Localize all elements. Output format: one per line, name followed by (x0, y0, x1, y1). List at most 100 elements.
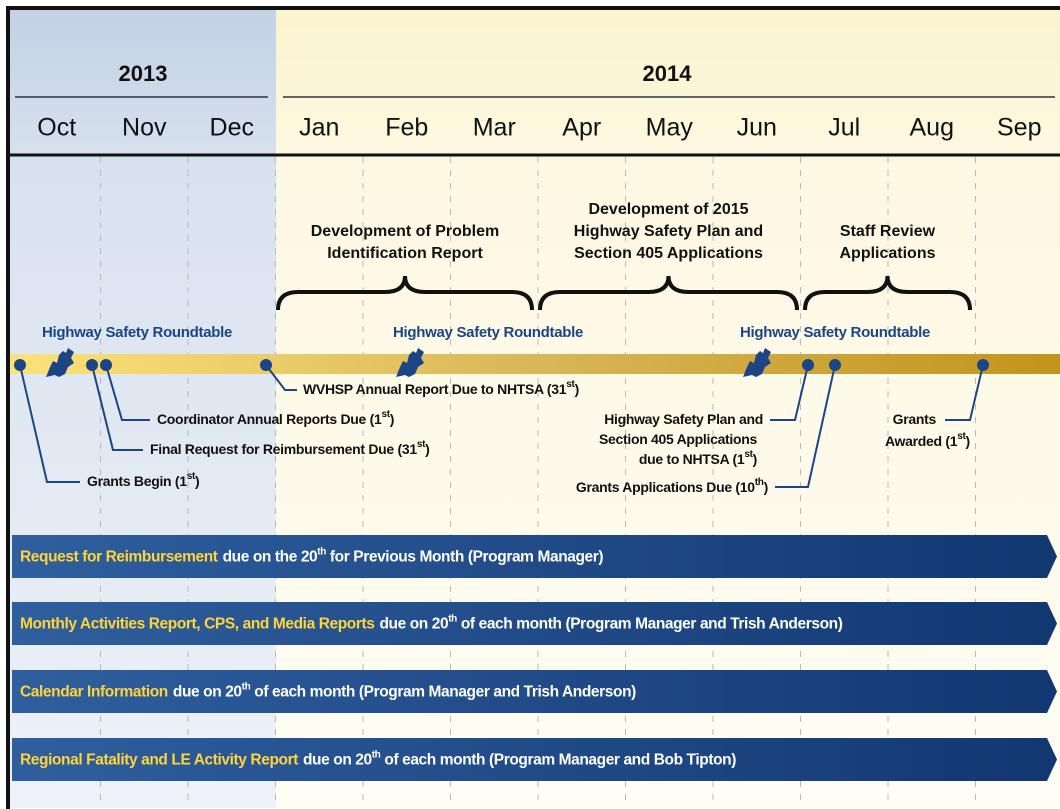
event-label: Final Request for Reimbursement Due (31s… (150, 439, 429, 457)
event-sup: st (417, 439, 426, 450)
task-bar (12, 535, 1057, 578)
content: 2013 2014 Oct Nov Dec Jan Feb Mar Apr May Jun Jul Au… (12, 61, 1057, 781)
leader-line (775, 364, 836, 488)
event-label: Grants Begin (1st) (87, 471, 199, 489)
year-label: 2013 (119, 61, 168, 86)
event-sup: th (755, 477, 764, 488)
event-text: Grants Applications Due (10 (576, 479, 755, 495)
task-text: Request for Reimbursement due on the 20th… (20, 546, 603, 565)
event-text: Grants Begin (1 (87, 473, 187, 489)
event-label: Grants (893, 411, 937, 427)
event-text: Highway Safety Plan and (604, 411, 763, 427)
frame (6, 6, 1060, 809)
task-bar (12, 670, 1057, 713)
leader-line (265, 364, 297, 391)
task-bar (12, 738, 1057, 781)
leader-line (770, 364, 809, 421)
event-text: Grants (893, 411, 937, 427)
month-label: May (646, 114, 694, 142)
event-label: Coordinator Annual Reports Due (1st) (157, 409, 394, 427)
event-text: Coordinator Annual Reports Due (1 (157, 411, 382, 427)
event-text: WVHSP Annual Report Due to NHTSA (31 (303, 381, 567, 397)
task-text: Calendar Information due on 20th of each m… (20, 681, 636, 700)
task-sup: th (317, 546, 326, 557)
task-text: due on 20 (303, 752, 372, 769)
month-label: Jun (737, 114, 777, 142)
event-sup: st (187, 471, 196, 482)
phase-title: Highway Safety Plan and (574, 223, 763, 240)
task-text: Regional Fatality and LE Activity Report… (20, 749, 736, 768)
state-icon (743, 348, 771, 377)
event-text: ) (575, 381, 579, 397)
event-text: Awarded (1 (885, 433, 958, 449)
event-dot (802, 359, 814, 371)
event-text: due to NHTSA (1 (639, 451, 745, 467)
phase-title: Development of Problem (311, 223, 499, 240)
event-text: ) (966, 433, 970, 449)
event-label: Awarded (1st) (885, 431, 970, 449)
month-label: Aug (910, 114, 954, 142)
event-text: ) (390, 411, 394, 427)
event-label: WVHSP Annual Report Due to NHTSA (31st) (303, 379, 579, 397)
event-text: ) (753, 451, 757, 467)
task-text: for Previous Month (Program Manager) (330, 549, 603, 566)
task-name: Regional Fatality and LE Activity Report (20, 752, 298, 769)
state-icon (396, 348, 424, 377)
task-text: due on the 20 (223, 549, 318, 566)
phase-title: Development of 2015 (588, 201, 748, 218)
event-sup: st (744, 449, 753, 460)
month-grid (100, 157, 976, 805)
event-text: Section 405 Applications (599, 431, 758, 447)
event-text: ) (764, 479, 768, 495)
brace (538, 275, 799, 311)
month-label: Mar (473, 114, 516, 142)
event-dot (977, 359, 989, 371)
task-name: Request for Reimbursement (20, 549, 218, 566)
task-sup: th (448, 613, 457, 624)
leader-line (19, 364, 80, 483)
month-label: Apr (562, 114, 601, 142)
timeline-band (10, 354, 1060, 374)
event-label: due to NHTSA (1st) (639, 449, 757, 467)
month-label: Nov (122, 114, 167, 142)
month-label: Dec (210, 114, 254, 142)
brace (803, 275, 972, 311)
year-label: 2014 (643, 61, 693, 86)
month-label: Jul (828, 114, 860, 142)
phase-title: Applications (839, 245, 935, 262)
task-name: Monthly Activities Report, CPS, and Medi… (20, 616, 374, 633)
event-text: ) (425, 441, 429, 457)
task-text: of each month (Program Manager and Trish… (254, 684, 636, 701)
event-label: Highway Safety Plan and (604, 411, 763, 427)
event-dot (260, 359, 272, 371)
task-sup: th (372, 749, 381, 760)
event-sup: st (566, 379, 575, 390)
event-dot (100, 359, 112, 371)
event-label: Section 405 Applications (599, 431, 758, 447)
month-label: Oct (37, 114, 76, 142)
roundtable-label: Highway Safety Roundtable (42, 324, 232, 341)
task-bar (12, 602, 1057, 645)
task-sup: th (242, 681, 251, 692)
event-text: Final Request for Reimbursement Due (31 (150, 441, 417, 457)
event-dot (14, 359, 26, 371)
event-dot (829, 359, 841, 371)
event-sup: st (957, 431, 966, 442)
leader-line (91, 364, 143, 451)
event-sup: st (381, 409, 390, 420)
leader-line (945, 364, 984, 421)
month-label: Jan (299, 114, 339, 142)
event-dot (86, 359, 98, 371)
task-text: of each month (Program Manager and Trish… (461, 616, 843, 633)
task-text: Monthly Activities Report, CPS, and Medi… (20, 613, 843, 632)
brace (276, 275, 534, 311)
month-label: Sep (997, 114, 1041, 142)
phase-title: Identification Report (327, 245, 483, 262)
roundtable-label: Highway Safety Roundtable (740, 324, 930, 341)
month-label: Feb (385, 114, 428, 142)
task-text: due on 20 (379, 616, 448, 633)
phase-title: Staff Review (840, 223, 936, 240)
state-icon (46, 348, 74, 377)
event-text: ) (195, 473, 199, 489)
